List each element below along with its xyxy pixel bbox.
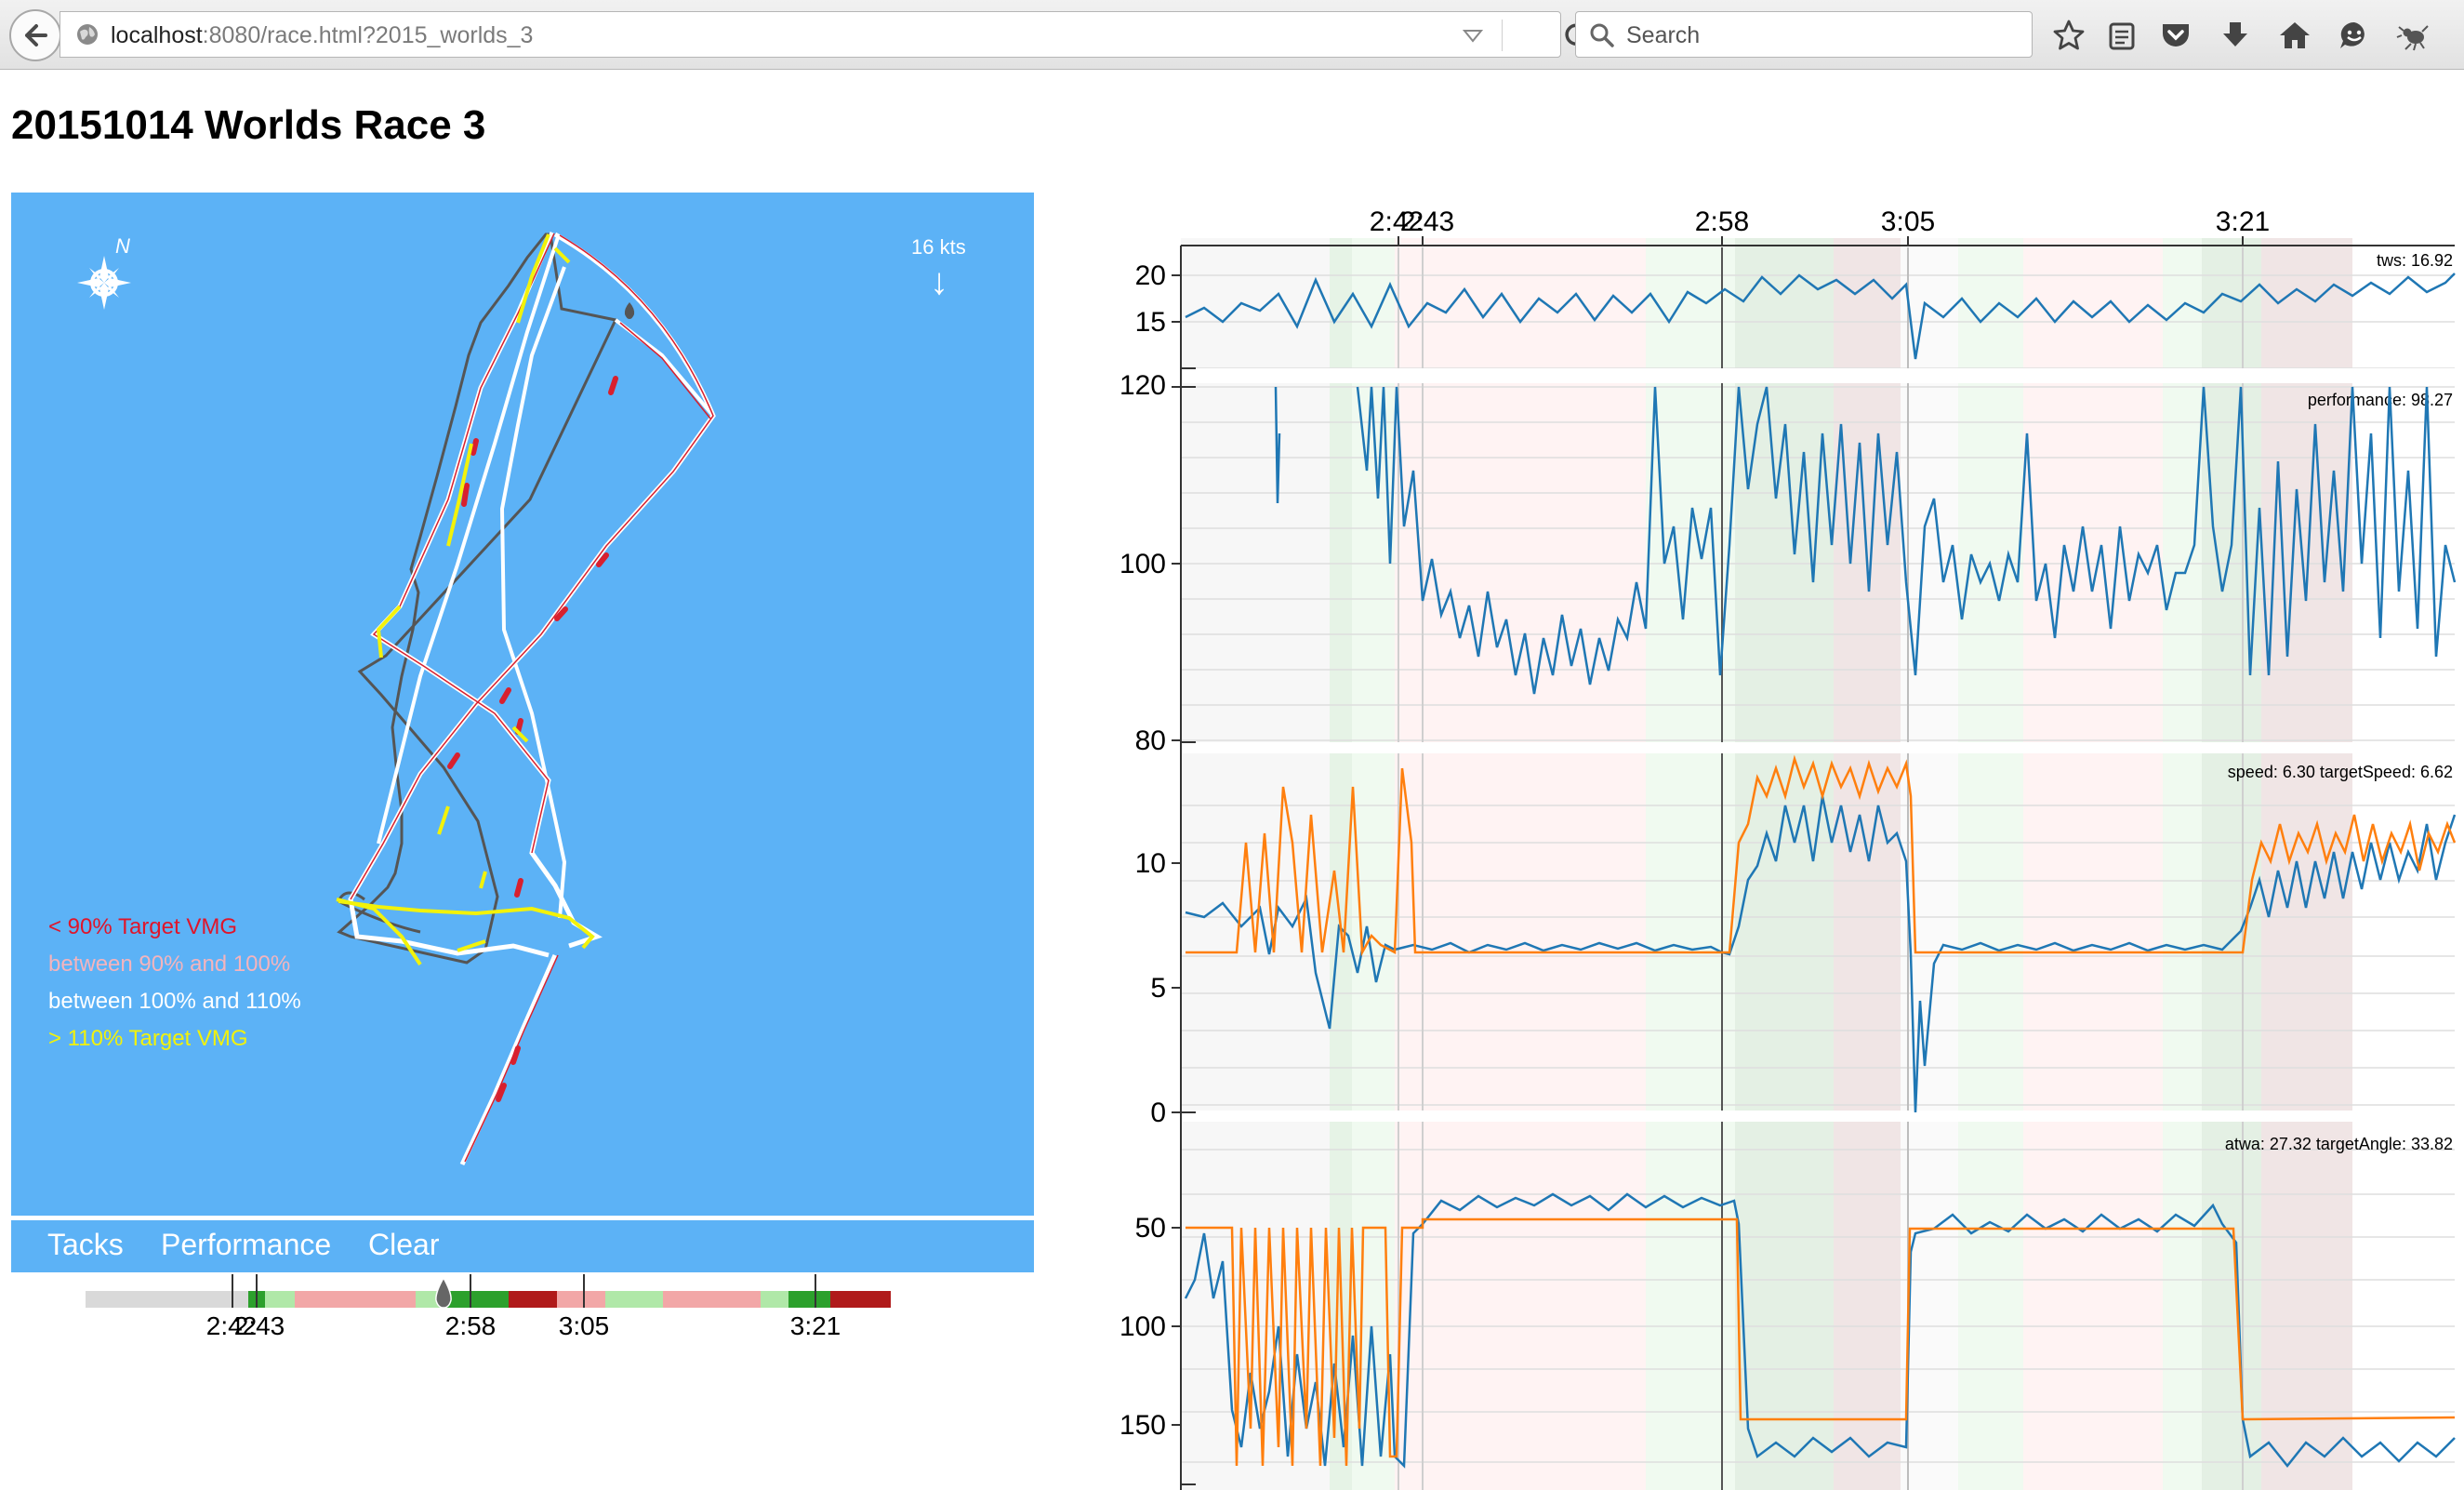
globe-icon — [77, 24, 98, 45]
compass-north-label: N — [115, 234, 130, 258]
performance-tick: 100 — [1119, 549, 1166, 579]
timeline-label: 2:42 — [206, 1311, 258, 1340]
timeline-segment — [605, 1291, 663, 1308]
timeline-cursor-icon[interactable] — [435, 1276, 452, 1309]
timeline-segment — [788, 1291, 830, 1308]
legend-100-110: between 100% and 110% — [48, 989, 301, 1014]
timeline-segment — [295, 1291, 416, 1308]
search-icon — [1590, 23, 1614, 47]
back-button[interactable] — [9, 9, 61, 61]
speed-readout: speed: 6.30 targetSpeed: 6.62 — [2228, 763, 2453, 781]
time-axis-label: 3:21 — [2216, 206, 2270, 237]
axes — [1172, 236, 2455, 1490]
white-track-f — [459, 953, 558, 1166]
firebug-icon[interactable] — [2395, 17, 2432, 54]
tws-tick: 15 — [1135, 307, 1166, 338]
race-track-svg: N — [77, 232, 716, 1166]
performance-tick: 80 — [1135, 725, 1166, 756]
performance-button[interactable]: Performance — [161, 1228, 332, 1261]
compass-icon: N — [77, 234, 131, 310]
timeline-segment — [663, 1291, 761, 1308]
timeline-label: 2:43 — [234, 1311, 285, 1340]
time-axis-label: 3:05 — [1881, 206, 1935, 237]
race-map[interactable]: N — [11, 193, 1034, 1216]
timeline-label: 3:05 — [559, 1311, 610, 1340]
performance-series — [1274, 386, 2457, 695]
timeline-segment — [509, 1291, 557, 1308]
time-axis-label: 2:58 — [1695, 206, 1749, 237]
timeline-segment — [557, 1291, 605, 1308]
time-axis-label: 2:43 — [1400, 206, 1454, 237]
pocket-icon[interactable] — [2157, 17, 2194, 54]
timeline-segment — [86, 1291, 248, 1308]
telemetry-charts[interactable]: 2:42 2:43 2:58 3:05 3:21 20 15 120 100 8… — [1106, 192, 2464, 1490]
speed-tick: 5 — [1150, 973, 1166, 1004]
home-icon[interactable] — [2276, 17, 2313, 54]
white-track-e — [614, 318, 715, 418]
legend-90-100: between 90% and 100% — [48, 951, 291, 977]
time-markers — [1398, 247, 2244, 1490]
view-button-bar: Tacks Performance Clear — [11, 1220, 1034, 1272]
url-path: :8080/race.html?2015_worlds_3 — [202, 22, 534, 48]
gray-track — [337, 233, 618, 965]
url-bar-separator — [1502, 20, 1503, 51]
red-track-d — [464, 954, 559, 1163]
target-speed-series — [1186, 754, 2457, 957]
target-angle-series — [1186, 1217, 2456, 1467]
tws-tick: 20 — [1135, 260, 1166, 291]
timeline-segment — [761, 1291, 788, 1308]
panel-separators — [1181, 368, 2464, 1122]
timeline-label: 2:58 — [445, 1311, 497, 1340]
wind-speed-label: 16 kts — [911, 235, 966, 259]
tacks-button[interactable]: Tacks — [47, 1228, 124, 1261]
url-bar[interactable]: localhost:8080/race.html?2015_worlds_3 — [60, 11, 1587, 58]
speed-series — [1185, 795, 2457, 1113]
atwa-readout: atwa: 27.32 targetAngle: 33.82 — [2225, 1135, 2453, 1153]
reading-list-icon[interactable] — [2103, 17, 2140, 54]
red-track-c — [619, 322, 711, 419]
browser-toolbar: localhost:8080/race.html?2015_worlds_3 — [0, 0, 2464, 70]
search-bar[interactable] — [1575, 11, 2033, 58]
legend-above-110: > 110% Target VMG — [48, 1026, 248, 1051]
performance-tick: 120 — [1119, 370, 1166, 401]
search-input[interactable] — [1624, 20, 2019, 51]
yellow-segments — [336, 233, 595, 966]
mark-icon — [624, 302, 635, 319]
tws-series — [1185, 273, 2456, 360]
url-host: localhost — [111, 22, 203, 48]
maneuver-bands — [1181, 238, 2352, 1490]
download-icon[interactable] — [2217, 17, 2254, 54]
atwa-tick: 100 — [1119, 1311, 1166, 1342]
page-title: 20151014 Worlds Race 3 — [11, 102, 486, 148]
timeline-segment — [265, 1291, 295, 1308]
atwa-tick: 50 — [1135, 1213, 1166, 1244]
hello-smiley-icon[interactable] — [2336, 17, 2373, 54]
speed-tick: 10 — [1135, 848, 1166, 879]
race-timeline[interactable]: 2:42 2:43 2:58 3:05 3:21 — [86, 1274, 922, 1349]
red-dashes — [447, 376, 618, 1102]
legend-below-90: < 90% Target VMG — [48, 914, 237, 939]
time-axis-label: 2:42 — [1370, 206, 1424, 237]
tws-readout: tws: 16.92 — [2377, 251, 2453, 270]
timeline-segment — [830, 1291, 891, 1308]
white-track-c — [377, 236, 560, 845]
bookmark-star-icon[interactable] — [2050, 17, 2087, 54]
performance-readout: performance: 98.27 — [2308, 391, 2453, 409]
red-track-a — [350, 234, 714, 900]
speed-tick: 0 — [1150, 1098, 1166, 1128]
wind-direction-arrow-icon: ↓ — [930, 261, 948, 302]
atwa-tick: 150 — [1119, 1410, 1166, 1441]
timeline-label: 3:21 — [790, 1311, 841, 1340]
timeline-ticks — [232, 1274, 816, 1308]
clear-button[interactable]: Clear — [368, 1228, 440, 1261]
white-track-d — [499, 266, 567, 919]
dropdown-arrow-icon[interactable] — [1463, 29, 1483, 44]
back-arrow-icon — [25, 24, 47, 47]
timeline-segment — [444, 1291, 509, 1308]
url-text[interactable]: localhost:8080/race.html?2015_worlds_3 — [111, 22, 533, 49]
